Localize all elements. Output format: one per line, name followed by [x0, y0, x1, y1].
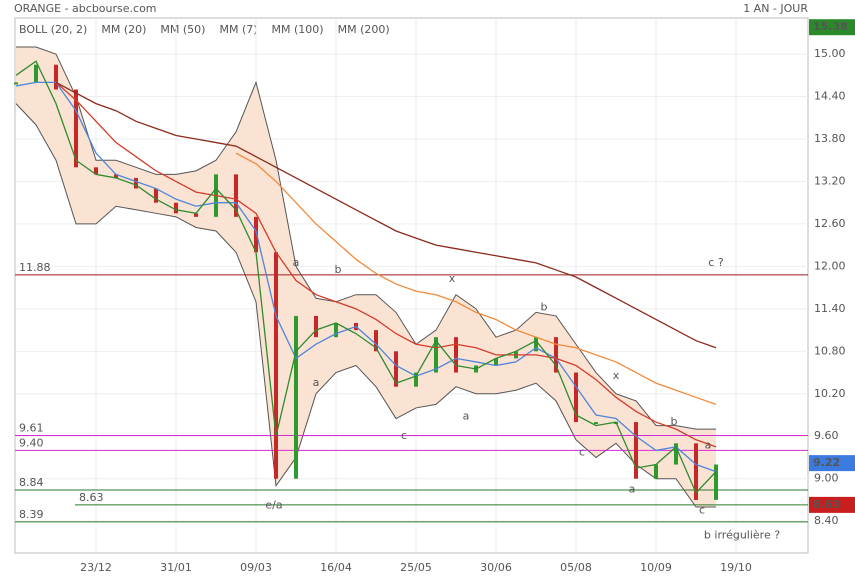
- price-bar: [594, 422, 598, 425]
- annotation: b: [671, 415, 678, 428]
- y-tick-label: 12.00: [814, 259, 846, 272]
- level-label: 11.88: [19, 261, 51, 274]
- price-bar: [194, 213, 198, 217]
- annotation: a: [293, 256, 300, 269]
- y-tick-label: 8.40: [814, 514, 839, 527]
- level-label: 9.40: [19, 436, 44, 449]
- x-tick-label: 16/04: [320, 561, 352, 574]
- price-bar: [234, 174, 238, 217]
- price-bar: [14, 82, 18, 85]
- annotation: a: [463, 409, 470, 422]
- price-bar: [54, 64, 58, 90]
- price-bar: [534, 337, 538, 352]
- price-bar: [714, 464, 718, 500]
- price-bar: [114, 174, 118, 178]
- price-bar: [174, 202, 178, 214]
- annotation: b irrégulière ?: [704, 528, 780, 541]
- annotation: a: [313, 376, 320, 389]
- x-tick-label: 19/10: [720, 561, 752, 574]
- moving-average: [55, 81, 717, 448]
- x-tick-label: 23/12: [80, 561, 112, 574]
- x-tick-label: 09/03: [240, 561, 272, 574]
- legend-item: MM (200): [338, 23, 390, 36]
- price-bar: [294, 315, 298, 479]
- moving-average: [55, 81, 717, 349]
- level-label: 8.63: [79, 491, 104, 504]
- price-bar: [454, 337, 458, 373]
- price-bar: [554, 337, 558, 373]
- moving-average: [235, 152, 717, 406]
- price-bar: [494, 358, 498, 366]
- legend-item: MM (7): [219, 23, 257, 36]
- price-bar: [394, 351, 398, 387]
- annotation: x: [613, 369, 620, 382]
- x-tick-label: 10/09: [640, 561, 672, 574]
- bollinger-lower: [15, 103, 716, 508]
- moving-average: [15, 81, 717, 473]
- y-tick-label: 12.60: [814, 217, 846, 230]
- bollinger-band: [16, 47, 716, 508]
- legend-item: MM (50): [160, 23, 205, 36]
- plot-frame: [14, 17, 809, 554]
- price-tag-label: 15.38: [813, 20, 848, 33]
- annotation: c ?: [708, 256, 724, 269]
- x-tick-label: 05/08: [560, 561, 592, 574]
- chart-title: ORANGE - abcbourse.com: [14, 2, 157, 15]
- y-tick-label: 10.20: [814, 387, 846, 400]
- moving-average: [15, 60, 717, 495]
- y-tick-label: 9.60: [814, 429, 839, 442]
- price-bar: [334, 323, 338, 338]
- price-bar: [134, 177, 138, 189]
- annotation: e/a: [265, 499, 282, 512]
- level-label: 9.61: [19, 422, 44, 435]
- annotation: c: [579, 446, 585, 459]
- price-bar: [274, 252, 278, 479]
- price-bar: [314, 315, 318, 338]
- price-tag: [809, 19, 855, 36]
- price-bar: [434, 337, 438, 373]
- price-bar: [634, 422, 638, 479]
- x-tick-label: 25/05: [400, 561, 432, 574]
- price-tag: [809, 496, 855, 513]
- price-bar: [254, 216, 258, 253]
- price-bar: [154, 188, 158, 203]
- x-tick-label: 31/01: [160, 561, 192, 574]
- price-bar: [654, 464, 658, 479]
- level-label: 8.39: [19, 508, 44, 521]
- legend: BOLL (20, 2) MM (20) MM (50) MM (7) MM (100)…: [19, 23, 390, 36]
- chart-subtitle: 1 AN - JOUR: [743, 2, 808, 15]
- level-label: 8.84: [19, 476, 44, 489]
- price-bar: [74, 89, 78, 168]
- y-tick-label: 13.20: [814, 174, 846, 187]
- annotation: b: [541, 300, 548, 313]
- legend-item: MM (20): [101, 23, 146, 36]
- annotation: c: [401, 429, 407, 442]
- price-bar: [374, 330, 378, 352]
- price-bar: [694, 443, 698, 500]
- y-tick-label: 9.00: [814, 472, 839, 485]
- price-tag-label: 9.22: [813, 456, 840, 469]
- annotation: x: [449, 272, 456, 285]
- y-tick-label: 14.40: [814, 90, 846, 103]
- y-tick-label: 11.40: [814, 302, 846, 315]
- price-tag: [809, 455, 855, 472]
- legend-item: MM (100): [272, 23, 324, 36]
- annotation: c: [699, 504, 705, 517]
- price-bar: [574, 372, 578, 423]
- legend-item: BOLL (20, 2): [19, 23, 87, 36]
- y-tick-label: 15.00: [814, 47, 846, 60]
- price-bar: [414, 372, 418, 387]
- y-tick-label: 10.80: [814, 344, 846, 357]
- y-tick-label: 13.80: [814, 132, 846, 145]
- price-tag-label: 8.63: [813, 498, 840, 511]
- bollinger-upper: [16, 46, 716, 430]
- price-bar: [94, 167, 98, 175]
- price-bar: [674, 443, 678, 465]
- annotation: a: [705, 438, 712, 451]
- x-tick-label: 30/06: [480, 561, 512, 574]
- price-bar: [34, 64, 38, 83]
- annotation: b: [335, 263, 342, 276]
- annotation: a: [629, 482, 636, 495]
